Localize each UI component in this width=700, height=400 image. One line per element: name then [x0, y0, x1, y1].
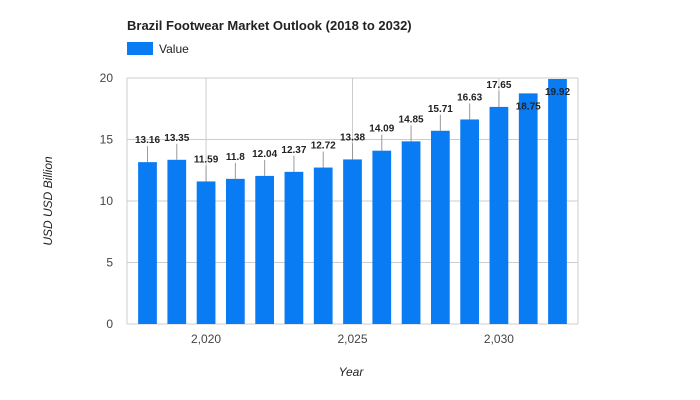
bar — [518, 93, 538, 324]
legend-swatch — [127, 42, 153, 55]
bar — [167, 159, 187, 324]
data-label: 19.92 — [545, 87, 570, 98]
data-label: 16.63 — [457, 92, 482, 103]
bar — [284, 171, 304, 324]
bar — [460, 119, 480, 325]
data-label: 12.04 — [252, 149, 277, 160]
data-labels: 13.16 13.35 11.59 11.8 12.04 12.37 12.72 13.38 1… — [135, 80, 570, 182]
y-axis-ticks: 0 5 10 15 20 — [100, 71, 114, 331]
x-tick-label: 2,030 — [484, 332, 514, 346]
data-label: 14.09 — [369, 124, 394, 135]
y-tick-label: 5 — [106, 256, 113, 270]
y-tick-label: 20 — [100, 71, 114, 85]
bars — [138, 78, 567, 325]
legend-label: Value — [159, 42, 189, 56]
x-tick-label: 2,025 — [337, 332, 367, 346]
data-label: 11.8 — [226, 152, 245, 163]
bar — [255, 175, 275, 324]
y-tick-label: 15 — [100, 133, 114, 147]
data-label: 13.16 — [135, 135, 160, 146]
bar — [430, 130, 450, 324]
x-axis-ticks: 2,020 2,025 2,030 — [191, 332, 514, 346]
bar — [225, 178, 245, 324]
y-axis-label: USD USD Billion — [41, 156, 55, 246]
bar — [313, 167, 333, 324]
data-label: 11.59 — [194, 154, 219, 165]
bar — [372, 150, 392, 324]
bar — [489, 106, 509, 324]
data-label: 13.38 — [340, 132, 365, 143]
bar — [138, 162, 157, 324]
data-label: 15.71 — [428, 104, 453, 115]
y-tick-label: 0 — [106, 317, 113, 331]
bar — [401, 141, 421, 324]
bar — [548, 78, 567, 324]
data-label: 12.72 — [311, 141, 336, 152]
x-axis-label: Year — [339, 365, 365, 379]
data-label: 12.37 — [281, 145, 306, 156]
bar — [343, 159, 362, 324]
data-label: 13.35 — [164, 133, 189, 144]
bar — [196, 181, 216, 324]
data-label: 14.85 — [399, 114, 424, 125]
chart-title: Brazil Footwear Market Outlook (2018 to … — [127, 18, 412, 33]
data-label: 17.65 — [486, 80, 511, 91]
data-label: 18.75 — [516, 101, 541, 112]
y-tick-label: 10 — [100, 194, 114, 208]
x-tick-label: 2,020 — [191, 332, 221, 346]
